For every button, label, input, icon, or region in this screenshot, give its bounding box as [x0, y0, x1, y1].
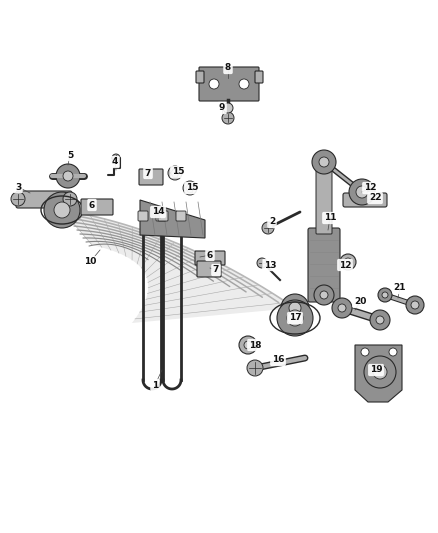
Text: 3: 3	[15, 182, 21, 191]
Circle shape	[112, 154, 120, 162]
FancyBboxPatch shape	[16, 191, 72, 208]
Circle shape	[361, 348, 369, 356]
FancyBboxPatch shape	[81, 199, 113, 215]
Circle shape	[262, 222, 274, 234]
FancyBboxPatch shape	[255, 71, 263, 83]
Circle shape	[338, 304, 346, 312]
Circle shape	[223, 103, 233, 113]
Circle shape	[222, 112, 234, 124]
Circle shape	[239, 336, 257, 354]
Text: 7: 7	[145, 168, 151, 177]
Circle shape	[63, 192, 77, 206]
Circle shape	[281, 294, 309, 322]
Text: 9: 9	[219, 103, 225, 112]
Circle shape	[332, 298, 352, 318]
Circle shape	[406, 296, 424, 314]
FancyBboxPatch shape	[138, 211, 148, 221]
Text: 15: 15	[172, 167, 184, 176]
Circle shape	[239, 79, 249, 89]
Circle shape	[382, 292, 388, 298]
Text: 22: 22	[369, 193, 381, 203]
Circle shape	[411, 301, 419, 309]
Circle shape	[44, 192, 80, 228]
Circle shape	[287, 310, 303, 326]
Circle shape	[168, 166, 182, 180]
Text: 12: 12	[339, 261, 351, 270]
Text: 6: 6	[89, 200, 95, 209]
Text: 5: 5	[67, 150, 73, 159]
Circle shape	[364, 356, 396, 388]
Text: 1: 1	[152, 381, 158, 390]
Text: 2: 2	[269, 217, 275, 227]
Text: 6: 6	[207, 251, 213, 260]
Circle shape	[373, 365, 387, 379]
Text: 4: 4	[112, 157, 118, 166]
Circle shape	[247, 360, 263, 376]
Polygon shape	[140, 200, 205, 238]
Circle shape	[312, 150, 336, 174]
Text: 11: 11	[324, 214, 336, 222]
Circle shape	[378, 288, 392, 302]
Text: 10: 10	[84, 257, 96, 266]
Circle shape	[389, 348, 397, 356]
Circle shape	[356, 186, 368, 198]
Text: 21: 21	[394, 284, 406, 293]
Circle shape	[340, 254, 356, 270]
Circle shape	[257, 258, 267, 268]
Polygon shape	[355, 345, 402, 402]
FancyBboxPatch shape	[196, 71, 204, 83]
FancyBboxPatch shape	[308, 228, 340, 302]
Circle shape	[376, 316, 384, 324]
Circle shape	[320, 291, 328, 299]
Text: 17: 17	[289, 313, 301, 322]
Text: 7: 7	[213, 265, 219, 274]
Circle shape	[370, 310, 390, 330]
Circle shape	[209, 79, 219, 89]
Circle shape	[63, 171, 73, 181]
Circle shape	[56, 164, 80, 188]
FancyBboxPatch shape	[139, 169, 163, 185]
FancyBboxPatch shape	[195, 251, 225, 265]
FancyBboxPatch shape	[197, 261, 221, 277]
FancyBboxPatch shape	[158, 211, 168, 221]
Circle shape	[314, 285, 334, 305]
FancyBboxPatch shape	[176, 211, 186, 221]
FancyBboxPatch shape	[343, 193, 387, 207]
Circle shape	[244, 341, 252, 349]
Circle shape	[277, 300, 313, 336]
Text: 12: 12	[364, 183, 376, 192]
FancyBboxPatch shape	[199, 67, 259, 101]
Circle shape	[54, 202, 70, 218]
FancyBboxPatch shape	[156, 211, 166, 221]
Text: 15: 15	[186, 183, 198, 192]
Circle shape	[344, 258, 352, 266]
Text: 20: 20	[354, 297, 366, 306]
Circle shape	[11, 192, 25, 206]
Polygon shape	[62, 210, 295, 323]
Text: 19: 19	[370, 366, 382, 375]
Circle shape	[289, 302, 301, 314]
Circle shape	[319, 157, 329, 167]
Circle shape	[183, 181, 197, 195]
Text: 13: 13	[264, 261, 276, 270]
Text: 14: 14	[152, 207, 164, 216]
Circle shape	[349, 179, 375, 205]
FancyBboxPatch shape	[316, 154, 332, 234]
Text: 8: 8	[225, 63, 231, 72]
Text: 16: 16	[272, 356, 284, 365]
Text: 18: 18	[249, 341, 261, 350]
